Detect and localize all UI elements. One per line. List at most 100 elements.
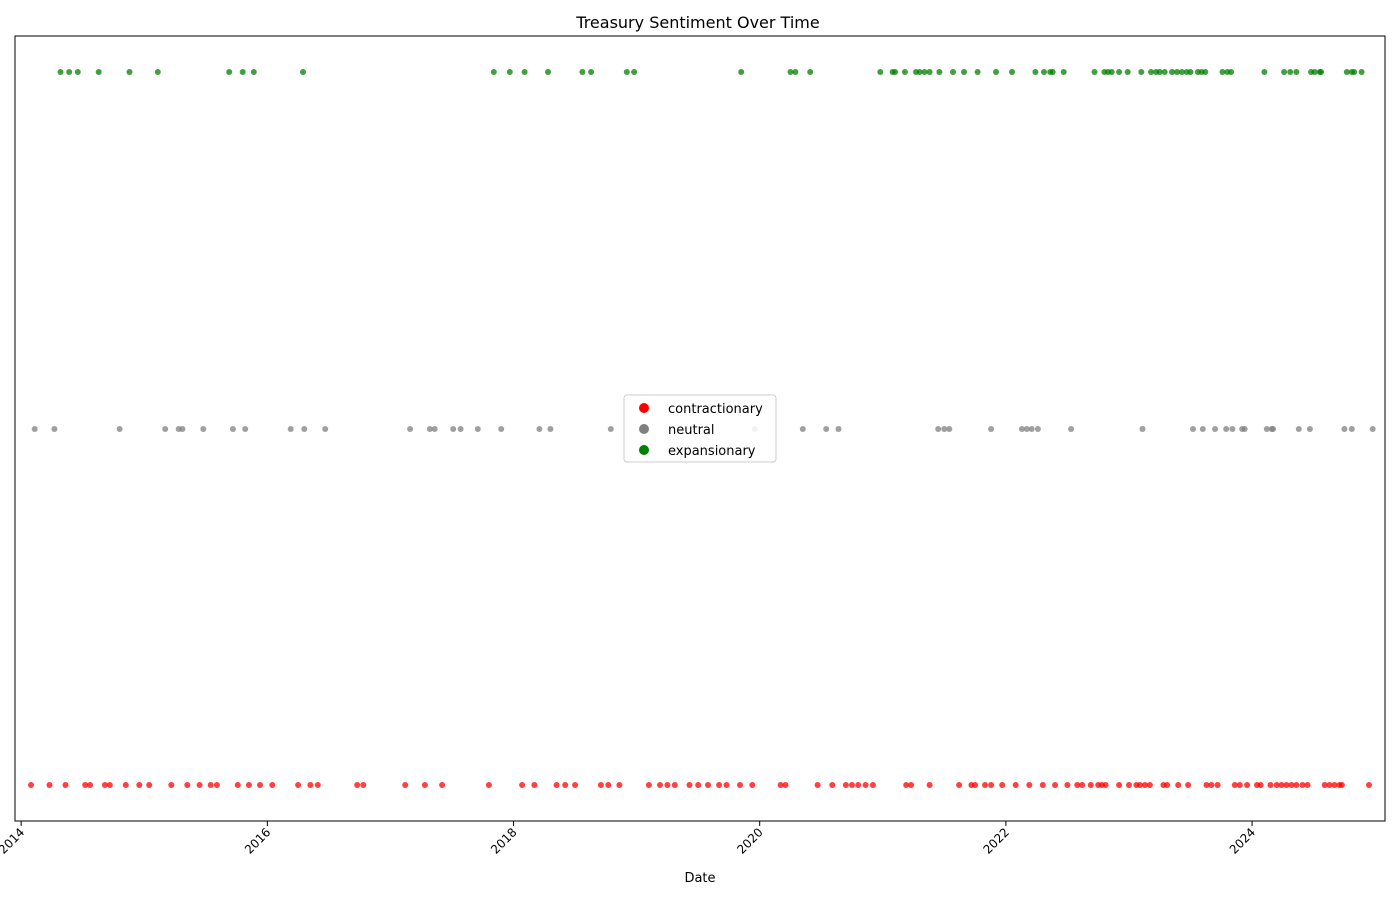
data-point-expansionary-74 (1358, 69, 1365, 75)
data-point-neutral-23 (799, 426, 806, 432)
data-point-expansionary-15 (588, 69, 595, 75)
data-point-neutral-18 (498, 426, 505, 432)
data-point-contractionary-37 (657, 782, 663, 788)
data-point-contractionary-70 (1074, 782, 1081, 788)
data-point-expansionary-66 (1293, 69, 1300, 75)
data-point-contractionary-18 (269, 782, 276, 788)
data-point-contractionary-51 (842, 782, 849, 788)
data-point-neutral-50 (1369, 426, 1376, 432)
data-point-neutral-8 (242, 426, 249, 432)
data-point-contractionary-4 (87, 782, 94, 788)
data-point-expansionary-4 (126, 69, 133, 75)
data-point-contractionary-63 (988, 782, 995, 788)
data-point-expansionary-56 (1187, 69, 1194, 75)
data-point-contractionary-62 (982, 782, 988, 788)
data-point-contractionary-58 (926, 782, 933, 788)
data-point-neutral-5 (179, 426, 186, 432)
data-point-neutral-40 (1229, 426, 1236, 432)
data-point-neutral-30 (1018, 426, 1025, 432)
data-point-contractionary-28 (519, 782, 526, 788)
data-point-expansionary-12 (521, 69, 528, 75)
data-point-contractionary-59 (956, 782, 963, 788)
data-point-contractionary-3 (82, 782, 89, 788)
data-point-contractionary-67 (1039, 782, 1046, 788)
data-point-neutral-24 (823, 426, 830, 432)
data-point-expansionary-9 (300, 69, 306, 75)
data-point-neutral-35 (1139, 426, 1146, 432)
data-point-neutral-11 (322, 426, 329, 432)
data-point-expansionary-46 (1124, 69, 1131, 75)
data-point-neutral-46 (1295, 426, 1302, 432)
data-point-neutral-19 (536, 426, 543, 432)
legend: contractionary neutral expansionary (623, 394, 777, 463)
data-point-expansionary-32 (961, 69, 967, 75)
data-point-contractionary-85 (1185, 782, 1192, 788)
data-point-expansionary-33 (974, 69, 981, 75)
data-point-contractionary-84 (1175, 782, 1182, 788)
data-point-contractionary-54 (862, 782, 869, 788)
data-point-contractionary-100 (1299, 782, 1306, 788)
data-point-contractionary-99 (1293, 782, 1300, 788)
data-point-neutral-6 (200, 426, 207, 432)
data-point-neutral-43 (1263, 426, 1270, 432)
chart-title: Treasury Sentiment Over Time (575, 13, 819, 32)
data-point-neutral-27 (941, 426, 948, 432)
plot-area-frame (14, 35, 1386, 822)
data-point-contractionary-52 (849, 782, 855, 788)
data-point-neutral-49 (1348, 426, 1355, 432)
data-point-contractionary-38 (664, 782, 671, 788)
data-point-neutral-10 (301, 426, 308, 432)
data-point-contractionary-8 (136, 782, 143, 788)
data-point-expansionary-36 (1032, 69, 1039, 75)
data-point-contractionary-45 (737, 782, 743, 788)
data-point-expansionary-51 (1161, 69, 1168, 75)
data-point-contractionary-93 (1257, 782, 1264, 788)
data-point-contractionary-94 (1267, 782, 1274, 788)
data-point-expansionary-27 (916, 69, 923, 75)
data-point-contractionary-11 (184, 782, 191, 788)
data-point-contractionary-36 (645, 782, 652, 788)
data-point-contractionary-87 (1208, 782, 1215, 788)
data-point-expansionary-71 (1343, 69, 1350, 75)
data-point-neutral-34 (1068, 426, 1075, 432)
data-point-expansionary-39 (1049, 69, 1056, 75)
data-point-contractionary-22 (354, 782, 361, 788)
data-point-expansionary-30 (936, 69, 943, 75)
data-point-contractionary-64 (999, 782, 1006, 788)
data-point-contractionary-0 (28, 782, 34, 788)
data-point-contractionary-2 (62, 782, 69, 788)
data-point-expansionary-63 (1261, 69, 1268, 75)
data-point-expansionary-1 (66, 69, 73, 75)
data-point-contractionary-29 (531, 782, 538, 788)
data-point-contractionary-25 (421, 782, 428, 788)
data-point-contractionary-41 (695, 782, 702, 788)
data-point-contractionary-30 (553, 782, 560, 788)
data-point-neutral-26 (935, 426, 942, 432)
data-point-contractionary-42 (705, 782, 711, 788)
data-points (28, 69, 1376, 788)
data-point-neutral-21 (607, 426, 614, 432)
data-point-expansionary-21 (807, 69, 814, 75)
data-point-contractionary-77 (1126, 782, 1132, 788)
data-point-expansionary-19 (787, 69, 794, 75)
data-point-expansionary-20 (792, 69, 799, 75)
data-point-contractionary-6 (106, 782, 113, 788)
data-point-expansionary-11 (506, 69, 513, 75)
data-point-neutral-7 (229, 426, 236, 432)
data-point-expansionary-37 (1041, 69, 1047, 75)
data-point-expansionary-50 (1156, 69, 1163, 75)
data-point-expansionary-8 (250, 69, 257, 75)
data-point-contractionary-26 (439, 782, 446, 788)
data-point-contractionary-61 (972, 782, 979, 788)
legend-marker-neutral (639, 424, 649, 434)
data-point-neutral-0 (31, 426, 38, 432)
data-point-expansionary-24 (892, 69, 899, 75)
data-point-expansionary-54 (1178, 69, 1185, 75)
data-point-expansionary-62 (1228, 69, 1235, 75)
data-point-contractionary-107 (1366, 782, 1372, 788)
data-point-expansionary-53 (1174, 69, 1180, 75)
data-point-neutral-32 (1028, 426, 1035, 432)
data-point-contractionary-32 (572, 782, 579, 788)
data-point-contractionary-83 (1164, 782, 1171, 788)
data-point-contractionary-1 (46, 782, 53, 788)
